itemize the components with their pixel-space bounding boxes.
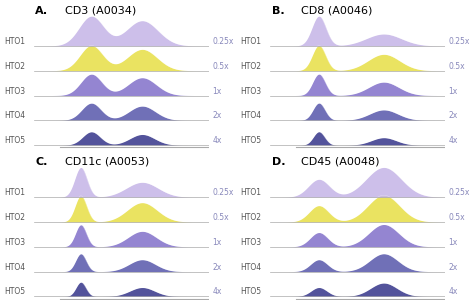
- Text: HTO1: HTO1: [4, 37, 25, 46]
- Text: HTO5: HTO5: [240, 136, 261, 145]
- Text: CD8 (A0046): CD8 (A0046): [301, 5, 373, 16]
- Text: HTO3: HTO3: [240, 87, 261, 95]
- Text: 4x: 4x: [212, 136, 222, 145]
- Text: 0.5x: 0.5x: [212, 213, 229, 222]
- Text: C.: C.: [36, 157, 48, 167]
- Text: 0.25x: 0.25x: [448, 37, 470, 46]
- Text: HTO3: HTO3: [240, 238, 261, 247]
- Text: HTO2: HTO2: [240, 213, 261, 222]
- Text: 4x: 4x: [212, 288, 222, 296]
- Text: 4x: 4x: [448, 288, 458, 296]
- Text: HTO1: HTO1: [4, 188, 25, 197]
- Text: 1x: 1x: [212, 87, 221, 95]
- Text: HTO3: HTO3: [4, 87, 25, 95]
- Text: 0.25x: 0.25x: [448, 188, 470, 197]
- Text: 4x: 4x: [448, 136, 458, 145]
- Text: 0.5x: 0.5x: [212, 62, 229, 71]
- Text: 1x: 1x: [448, 87, 458, 95]
- Text: B.: B.: [272, 5, 284, 16]
- Text: 0.5x: 0.5x: [448, 62, 465, 71]
- Text: D.: D.: [272, 157, 285, 167]
- Text: 2x: 2x: [212, 263, 221, 272]
- Text: CD3 (A0034): CD3 (A0034): [65, 5, 137, 16]
- Text: 2x: 2x: [212, 111, 221, 120]
- Text: HTO3: HTO3: [4, 238, 25, 247]
- Text: 0.5x: 0.5x: [448, 213, 465, 222]
- Text: HTO1: HTO1: [240, 37, 261, 46]
- Text: HTO5: HTO5: [240, 288, 261, 296]
- Text: HTO4: HTO4: [240, 263, 261, 272]
- Text: 1x: 1x: [212, 238, 221, 247]
- Text: 0.25x: 0.25x: [212, 37, 234, 46]
- Text: HTO4: HTO4: [4, 111, 25, 120]
- Text: HTO2: HTO2: [4, 62, 25, 71]
- Text: 2x: 2x: [448, 111, 458, 120]
- Text: 1x: 1x: [448, 238, 458, 247]
- Text: HTO4: HTO4: [240, 111, 261, 120]
- Text: 0.25x: 0.25x: [212, 188, 234, 197]
- Text: HTO1: HTO1: [240, 188, 261, 197]
- Text: CD11c (A0053): CD11c (A0053): [65, 157, 149, 167]
- Text: A.: A.: [36, 5, 48, 16]
- Text: HTO4: HTO4: [4, 263, 25, 272]
- Text: HTO5: HTO5: [4, 288, 25, 296]
- Text: CD45 (A0048): CD45 (A0048): [301, 157, 380, 167]
- Text: HTO5: HTO5: [4, 136, 25, 145]
- Text: 2x: 2x: [448, 263, 458, 272]
- Text: HTO2: HTO2: [240, 62, 261, 71]
- Text: HTO2: HTO2: [4, 213, 25, 222]
